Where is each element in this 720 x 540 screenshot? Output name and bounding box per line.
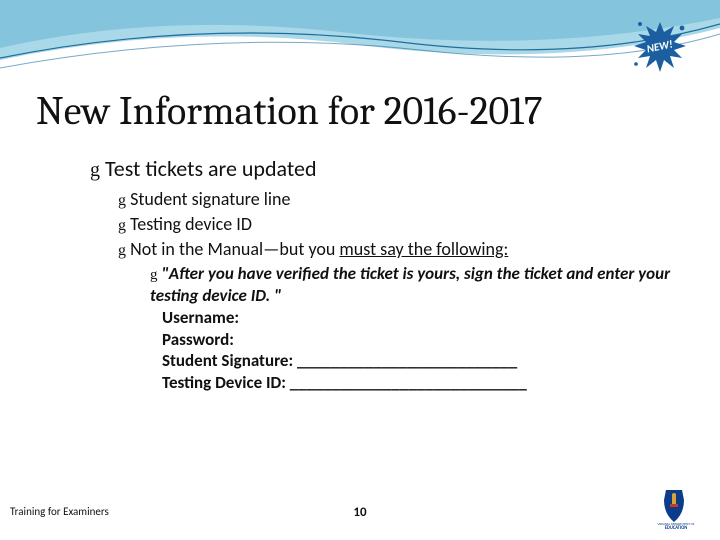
field-line: Username:: [162, 307, 680, 329]
field-line: Student Signature: _____________________…: [162, 350, 680, 372]
field-line: Password:: [162, 329, 680, 351]
logo-bottom-text: EDUCATION: [665, 526, 688, 530]
bullet-glyph-icon: g: [150, 267, 158, 283]
bullet-text-underlined: must say the following:: [339, 238, 508, 260]
bullet-glyph-icon: g: [90, 159, 100, 181]
quote-text: "After you have verified the ticket is y…: [150, 263, 670, 306]
page-number: 10: [353, 505, 366, 520]
field-line: Testing Device ID: _____________________…: [162, 372, 680, 394]
bullet-text: Student signature line: [130, 188, 290, 210]
new-badge-icon: NEW!: [630, 18, 690, 78]
bullet-level3-quote: g "After you have verified the ticket is…: [150, 263, 680, 307]
header-wave-decor: [0, 0, 720, 100]
bullet-text: Testing device ID: [130, 213, 252, 235]
bullet-level2: g Testing device ID: [118, 213, 680, 236]
bullet-level1: g Test tickets are updated: [90, 155, 680, 182]
slide-body: g Test tickets are updated g Student sig…: [90, 155, 680, 394]
bullet-text-prefix: Not in the Manual—but you: [130, 238, 339, 260]
bullet-glyph-icon: g: [118, 242, 126, 259]
vdoe-logo-icon: VIRGINIA DEPARTMENT OF EDUCATION: [644, 486, 708, 530]
bullet-level2: g Student signature line: [118, 188, 680, 211]
bullet-glyph-icon: g: [118, 217, 126, 234]
bullet-level1-text: Test tickets are updated: [105, 155, 317, 182]
footer-training-label: Training for Examiners: [10, 505, 109, 518]
bullet-glyph-icon: g: [118, 192, 126, 209]
slide-title: New Information for 2016-2017: [36, 88, 543, 134]
bullet-level2: g Not in the Manual—but you must say the…: [118, 238, 680, 261]
